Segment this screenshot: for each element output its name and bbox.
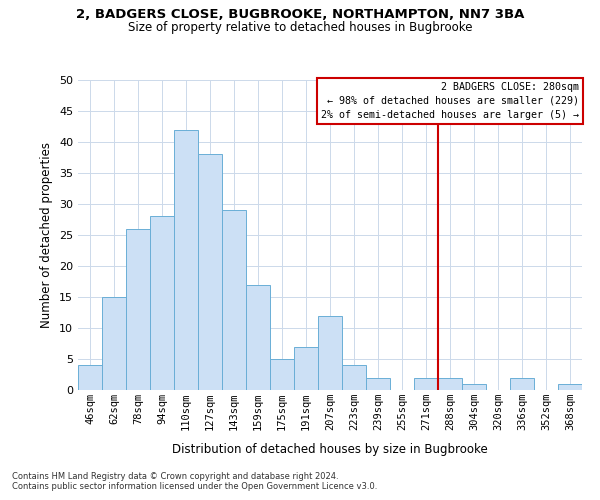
Bar [174,130,198,390]
Y-axis label: Number of detached properties: Number of detached properties [40,142,53,328]
Bar [246,284,270,390]
Bar [270,359,294,390]
Bar [462,384,486,390]
Bar [438,378,462,390]
Bar [342,365,366,390]
Text: Contains HM Land Registry data © Crown copyright and database right 2024.: Contains HM Land Registry data © Crown c… [12,472,338,481]
Bar [150,216,174,390]
Bar [198,154,222,390]
Text: Contains public sector information licensed under the Open Government Licence v3: Contains public sector information licen… [12,482,377,491]
Text: Size of property relative to detached houses in Bugbrooke: Size of property relative to detached ho… [128,21,472,34]
Text: Distribution of detached houses by size in Bugbrooke: Distribution of detached houses by size … [172,442,488,456]
Bar [222,210,246,390]
Bar [558,384,582,390]
Bar [414,378,438,390]
Bar [126,229,150,390]
Text: 2 BADGERS CLOSE: 280sqm
← 98% of detached houses are smaller (229)
2% of semi-de: 2 BADGERS CLOSE: 280sqm ← 98% of detache… [322,82,580,120]
Text: 2, BADGERS CLOSE, BUGBROOKE, NORTHAMPTON, NN7 3BA: 2, BADGERS CLOSE, BUGBROOKE, NORTHAMPTON… [76,8,524,20]
Bar [318,316,342,390]
Bar [510,378,534,390]
Bar [294,346,318,390]
Bar [102,297,126,390]
Bar [78,365,102,390]
Bar [366,378,390,390]
